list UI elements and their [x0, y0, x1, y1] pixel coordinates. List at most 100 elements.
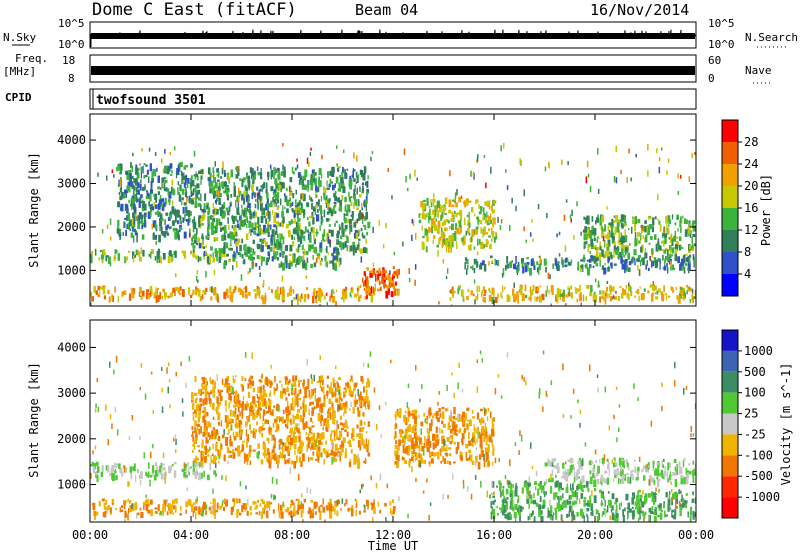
velocity-cell: [255, 410, 258, 419]
power-cell: [611, 236, 615, 244]
velocity-cell: [266, 510, 269, 519]
velocity-cell: [688, 470, 691, 475]
velocity-cell: [269, 504, 271, 511]
power-cell: [193, 150, 196, 157]
velocity-cell: [313, 406, 316, 410]
power-cell: [666, 253, 670, 261]
velocity-cell: [485, 431, 488, 437]
power-cell: [516, 291, 519, 297]
power-cell: [374, 283, 376, 291]
power-cell: [260, 172, 263, 180]
power-cell: [300, 234, 302, 240]
velocity-cell: [568, 472, 571, 476]
power-cell: [378, 267, 381, 274]
velocity-cell: [474, 437, 476, 440]
power-cell: [680, 244, 682, 249]
power-cell: [554, 258, 558, 267]
power-cell: [135, 249, 139, 256]
power-cell: [261, 186, 263, 193]
velocity-cell: [311, 421, 314, 424]
power-cell: [338, 206, 342, 212]
power-cell: [612, 220, 616, 224]
power-cell: [407, 187, 409, 192]
velocity-cell: [332, 419, 336, 425]
power-cell: [154, 256, 157, 261]
velocity-cell: [492, 449, 495, 456]
velocity-cell: [515, 515, 517, 522]
velocity-cell: [232, 410, 236, 417]
power-cell: [231, 225, 234, 229]
power-cell: [473, 213, 476, 217]
power-cell: [241, 179, 244, 188]
velocity-cell: [331, 403, 334, 409]
power-cell: [358, 229, 360, 234]
power-cell: [149, 163, 152, 172]
power-cell: [214, 161, 216, 167]
velocity-cell: [307, 433, 311, 436]
velocity-cell: [679, 510, 682, 517]
velocity-cell: [195, 440, 197, 444]
velocity-cell: [472, 442, 474, 448]
power-cell: [495, 259, 498, 265]
power-cell: [302, 178, 304, 186]
velocity-cell: [429, 423, 432, 431]
velocity-cell: [292, 431, 295, 438]
power-cell: [258, 189, 261, 197]
power-cell: [126, 208, 129, 212]
power-cell: [590, 285, 593, 293]
power-cell: [226, 207, 229, 212]
velocity-cell: [571, 505, 573, 513]
power-cell: [442, 242, 444, 247]
velocity-cell: [207, 449, 210, 453]
velocity-cell: [518, 505, 521, 508]
velocity-cell: [237, 445, 240, 453]
velocity-cell: [505, 488, 509, 495]
velocity-cell: [293, 380, 297, 387]
velocity-cell: [115, 475, 118, 481]
power-cell: [460, 217, 462, 221]
power-cell: [628, 261, 632, 266]
power-cell: [394, 288, 397, 296]
power-cell: [273, 173, 275, 179]
velocity-cell: [198, 472, 202, 481]
velocity-cell: [509, 505, 512, 510]
power-cell: [245, 192, 248, 196]
power-cell: [463, 296, 465, 303]
power-cell: [663, 239, 665, 247]
velocity-cell: [339, 451, 343, 456]
power-cell: [150, 249, 154, 255]
power-cell: [596, 247, 600, 250]
power-cell: [459, 225, 462, 233]
power-cell: [245, 187, 248, 192]
power-cell: [442, 238, 446, 243]
velocity-cell: [228, 429, 230, 434]
power-cell: [480, 206, 483, 212]
power-cell: [509, 261, 513, 268]
power-cell: [614, 296, 617, 300]
power-cell: [288, 262, 291, 269]
velocity-cell: [652, 500, 655, 505]
power-cell: [355, 171, 358, 178]
power-cell: [204, 292, 207, 295]
power-cell: [267, 251, 270, 256]
power-cell: [279, 236, 282, 243]
power-cell: [127, 181, 131, 188]
power-cell: [666, 222, 668, 228]
velocity-cell: [650, 510, 654, 514]
velocity-cell: [173, 461, 177, 465]
noise-panel-frame: [89, 21, 697, 49]
velocity-cell: [459, 451, 463, 455]
power-cell: [304, 169, 308, 178]
power-cell: [375, 273, 377, 282]
power-cell: [154, 193, 158, 200]
velocity-cell: [241, 504, 244, 513]
power-cell: [491, 238, 493, 242]
power-cell: [654, 216, 657, 220]
power-cell: [155, 197, 157, 203]
velocity-cell: [285, 377, 288, 385]
velocity-cell: [642, 512, 644, 517]
power-cell: [664, 248, 668, 252]
power-cell: [668, 237, 671, 240]
power-cell: [276, 181, 278, 186]
power-cell: [101, 256, 104, 264]
